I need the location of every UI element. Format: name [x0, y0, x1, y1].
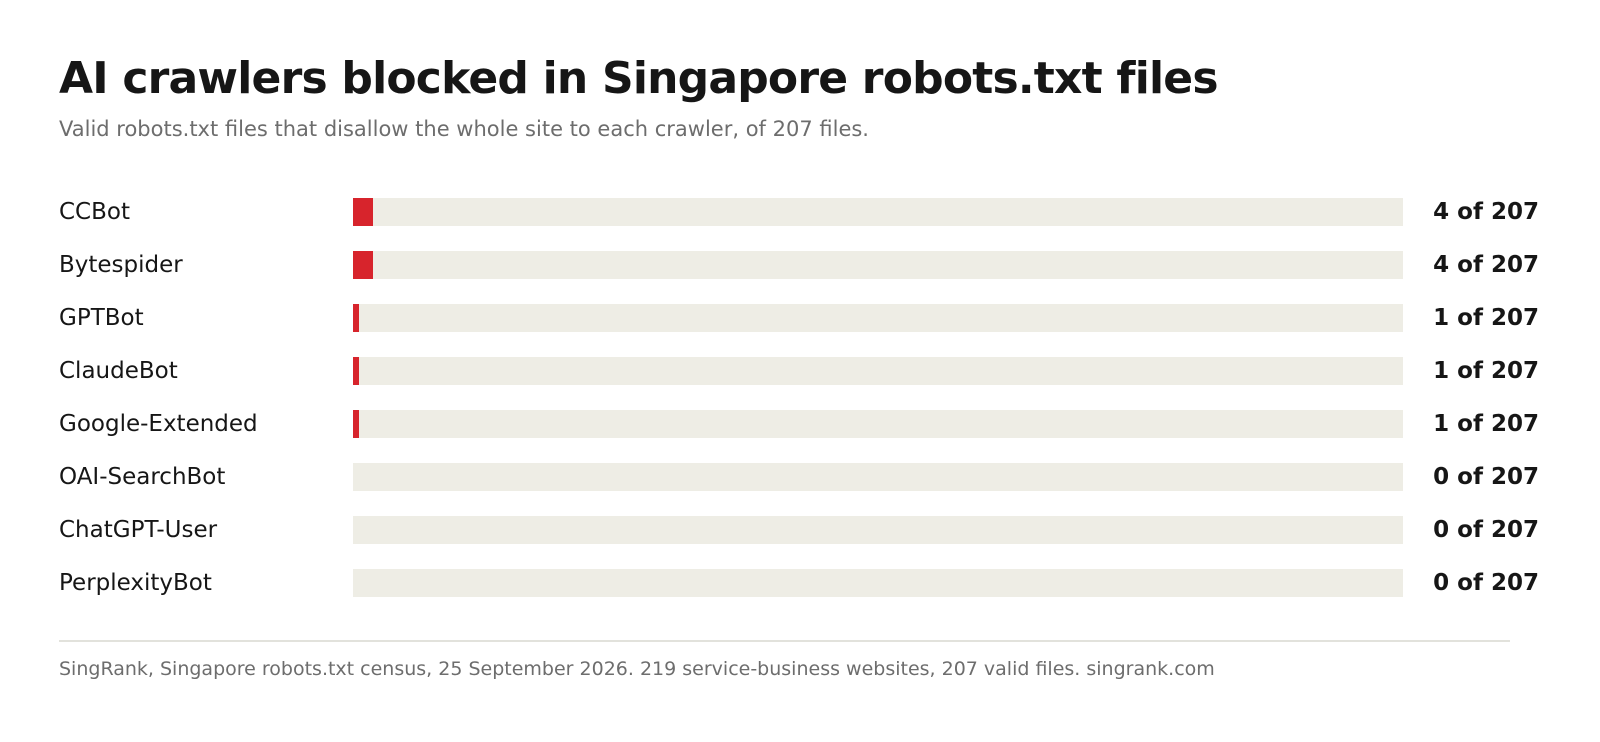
bar — [353, 198, 374, 226]
bar-row: OAI-SearchBot 0 of 207 — [59, 462, 1539, 515]
category-label: OAI-SearchBot — [59, 464, 226, 490]
bar — [353, 410, 359, 438]
bar-track — [353, 410, 1403, 438]
value-label: 0 of 207 — [1433, 517, 1539, 543]
value-label: 0 of 207 — [1433, 464, 1539, 490]
bar-row: Google-Extended 1 of 207 — [59, 409, 1539, 462]
bar-row: ClaudeBot 1 of 207 — [59, 356, 1539, 409]
bar-track — [353, 304, 1403, 332]
value-label: 1 of 207 — [1433, 411, 1539, 437]
bar-track — [353, 357, 1403, 385]
value-label: 1 of 207 — [1433, 358, 1539, 384]
category-label: GPTBot — [59, 305, 144, 331]
category-label: PerplexityBot — [59, 570, 212, 596]
chart-subtitle: Valid robots.txt files that disallow the… — [59, 117, 869, 141]
bar-track — [353, 569, 1403, 597]
category-label: CCBot — [59, 199, 130, 225]
category-label: ClaudeBot — [59, 358, 178, 384]
chart-title: AI crawlers blocked in Singapore robots.… — [59, 53, 1219, 104]
bar-track — [353, 516, 1403, 544]
value-label: 1 of 207 — [1433, 305, 1539, 331]
category-label: Bytespider — [59, 252, 183, 278]
bar-track — [353, 198, 1403, 226]
category-label: Google-Extended — [59, 411, 258, 437]
bar-row: PerplexityBot 0 of 207 — [59, 568, 1539, 621]
bar-row: Bytespider 4 of 207 — [59, 250, 1539, 303]
footer-divider — [59, 640, 1510, 642]
bar-row: ChatGPT-User 0 of 207 — [59, 515, 1539, 568]
bar — [353, 357, 359, 385]
bar — [353, 304, 359, 332]
bar-rows: CCBot 4 of 207 Bytespider 4 of 207 GPTBot 1 o… — [59, 197, 1539, 621]
value-label: 4 of 207 — [1433, 199, 1539, 225]
bar-track — [353, 251, 1403, 279]
value-label: 4 of 207 — [1433, 252, 1539, 278]
bar-row: CCBot 4 of 207 — [59, 197, 1539, 250]
bar — [353, 251, 374, 279]
value-label: 0 of 207 — [1433, 570, 1539, 596]
bar-track — [353, 463, 1403, 491]
bar-row: GPTBot 1 of 207 — [59, 303, 1539, 356]
source-note: SingRank, Singapore robots.txt census, 2… — [59, 658, 1215, 680]
category-label: ChatGPT-User — [59, 517, 218, 543]
